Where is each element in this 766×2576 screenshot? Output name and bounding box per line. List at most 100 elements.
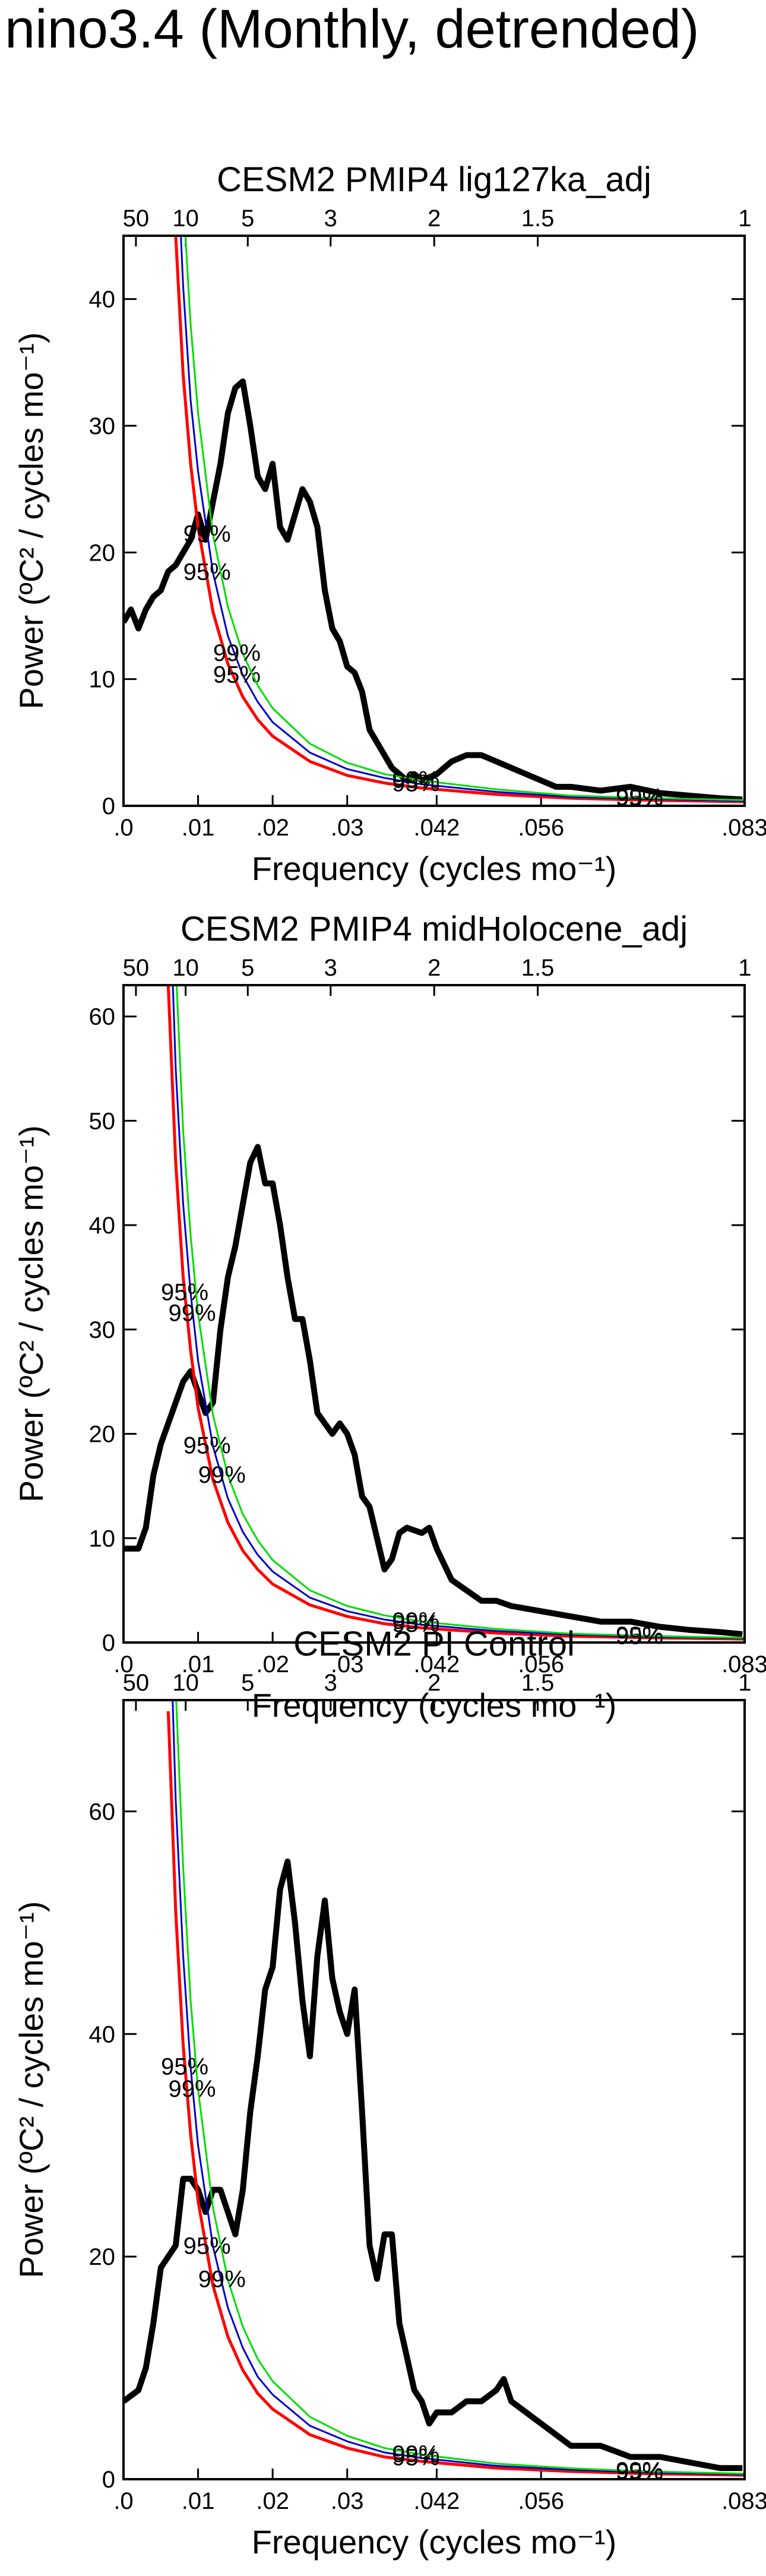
y-tick-label: 60 [89,1004,116,1030]
x2-tick-label: 10 [172,955,199,981]
curve-label: 99% [183,521,231,547]
panel: CESM2 PMIP4 lig127ka_adj .0 .01 .02 .03 .042.… [12,160,766,887]
y-tick-label: 20 [89,2244,116,2270]
x-tick-label: .02 [256,815,289,841]
y-axis-title: Power (ºC² / cycles mo⁻¹) [12,1901,50,2278]
curve-label: 99% [198,1462,246,1488]
x2-tick-label: 2 [428,955,441,981]
x-tick-label: .083 [721,1651,766,1678]
y-tick-label: 20 [89,1422,116,1448]
x-axis-title: Frequency (cycles mo⁻¹) [252,2523,617,2561]
x2-tick-label: 1 [738,205,751,232]
x-tick-label: .03 [331,2488,364,2514]
x-tick-label: .01 [182,815,215,841]
x-tick-label: .0 [113,1651,133,1678]
x-tick-label: .042 [413,815,460,841]
x-tick-label: .03 [331,815,364,841]
x-tick-label: .01 [182,2488,215,2514]
x-axis-title: Frequency (cycles mo⁻¹) [252,850,617,887]
series-line [166,985,745,1641]
x2-tick-label: 2 [428,1670,441,1696]
y-tick-label: 0 [102,1630,115,1656]
x2-tick-label: 1 [738,955,751,981]
panel: CESM2 PI Control.0.01.02.03.042.056.0835… [12,1625,766,2561]
curve-label: 95% [161,2054,208,2080]
x-tick-label: .083 [721,815,766,841]
x-tick-label: .042 [413,1651,460,1678]
x2-tick-label: 3 [324,205,337,232]
y-tick-label: 10 [89,667,116,693]
x2-tick-label: 50 [123,1670,150,1696]
figure-title: nino3.4 (Monthly, detrended) [5,0,699,59]
series-line [184,236,745,801]
x-tick-label: .0 [113,815,133,841]
y-tick-label: 40 [89,1213,116,1239]
series-line [166,1711,745,2477]
y-tick-label: 40 [89,287,116,313]
x2-tick-label: 50 [123,205,150,232]
series-line [175,1700,745,2475]
plot-frame [122,984,746,1644]
curve-label: 95% [392,771,439,797]
y-tick-label: 0 [102,2467,115,2493]
curve-label: 99% [198,2267,246,2293]
x2-tick-label: 50 [123,955,150,981]
y-tick-label: 0 [102,793,115,819]
x2-tick-label: 3 [324,955,337,981]
x-tick-label: .01 [182,1651,215,1678]
plot-frame [122,235,746,807]
curve-label: 95% [183,559,231,585]
series-line [172,985,745,1640]
curve-label: 95% [392,1611,439,1637]
series-line [124,1144,743,1637]
curve-label: 99% [213,640,261,666]
x-tick-label: .0 [113,2488,133,2514]
chart-title: CESM2 PMIP4 midHolocene_adj [181,910,688,948]
curve-label: 99% [616,1622,663,1648]
y-tick-label: 20 [89,540,116,566]
x-tick-label: .02 [256,1651,289,1678]
y-tick-label: 40 [89,2021,116,2047]
curve-label: 99% [392,767,439,793]
x-tick-label: .03 [331,1651,364,1678]
x-tick-label: .056 [518,2488,564,2514]
y-tick-label: 10 [89,1526,116,1552]
x-tick-label: .056 [518,815,564,841]
x2-tick-label: 1 [738,1670,751,1696]
y-tick-label: 50 [89,1108,116,1134]
curve-label: 95% [161,1279,208,1305]
y-tick-label: 60 [89,1799,116,1825]
curve-label: 99% [169,2076,216,2102]
chart-title: CESM2 PMIP4 lig127ka_adj [217,160,651,199]
curve-label: 99% [169,1300,216,1327]
chart-title: CESM2 PI Control [293,1625,575,1663]
x-tick-label: .083 [721,2488,766,2514]
x2-tick-label: 1.5 [521,205,555,232]
series-line [180,236,745,802]
y-tick-label: 30 [89,1317,116,1343]
x2-tick-label: 10 [172,205,199,232]
x2-tick-label: 5 [241,1670,254,1696]
series-line [124,378,743,803]
x-tick-label: .02 [256,2488,289,2514]
panel: CESM2 PMIP4 midHolocene_adj .0 .01 .02 .03 .0… [12,910,766,1724]
plot-frame [122,1699,746,2480]
curve-label: 99% [392,1608,439,1634]
series-line [172,1700,745,2476]
x2-tick-label: 2 [428,205,441,232]
x2-tick-label: 10 [172,1670,199,1696]
x2-tick-label: 5 [241,955,254,981]
x-tick-label: .042 [413,2488,460,2514]
series-line [174,236,745,803]
series-line [124,1858,743,2471]
y-axis-title: Power (ºC² / cycles mo⁻¹) [12,1125,50,1502]
y-tick-label: 30 [89,413,116,439]
curve-label: 95% [392,2444,439,2470]
x2-tick-label: 5 [241,205,254,232]
x2-tick-label: 1.5 [521,955,555,981]
curve-label: 99% [392,2441,439,2467]
series-line [175,985,745,1639]
x-tick-label: .056 [518,1651,564,1678]
x2-tick-label: 1.5 [521,1670,555,1696]
